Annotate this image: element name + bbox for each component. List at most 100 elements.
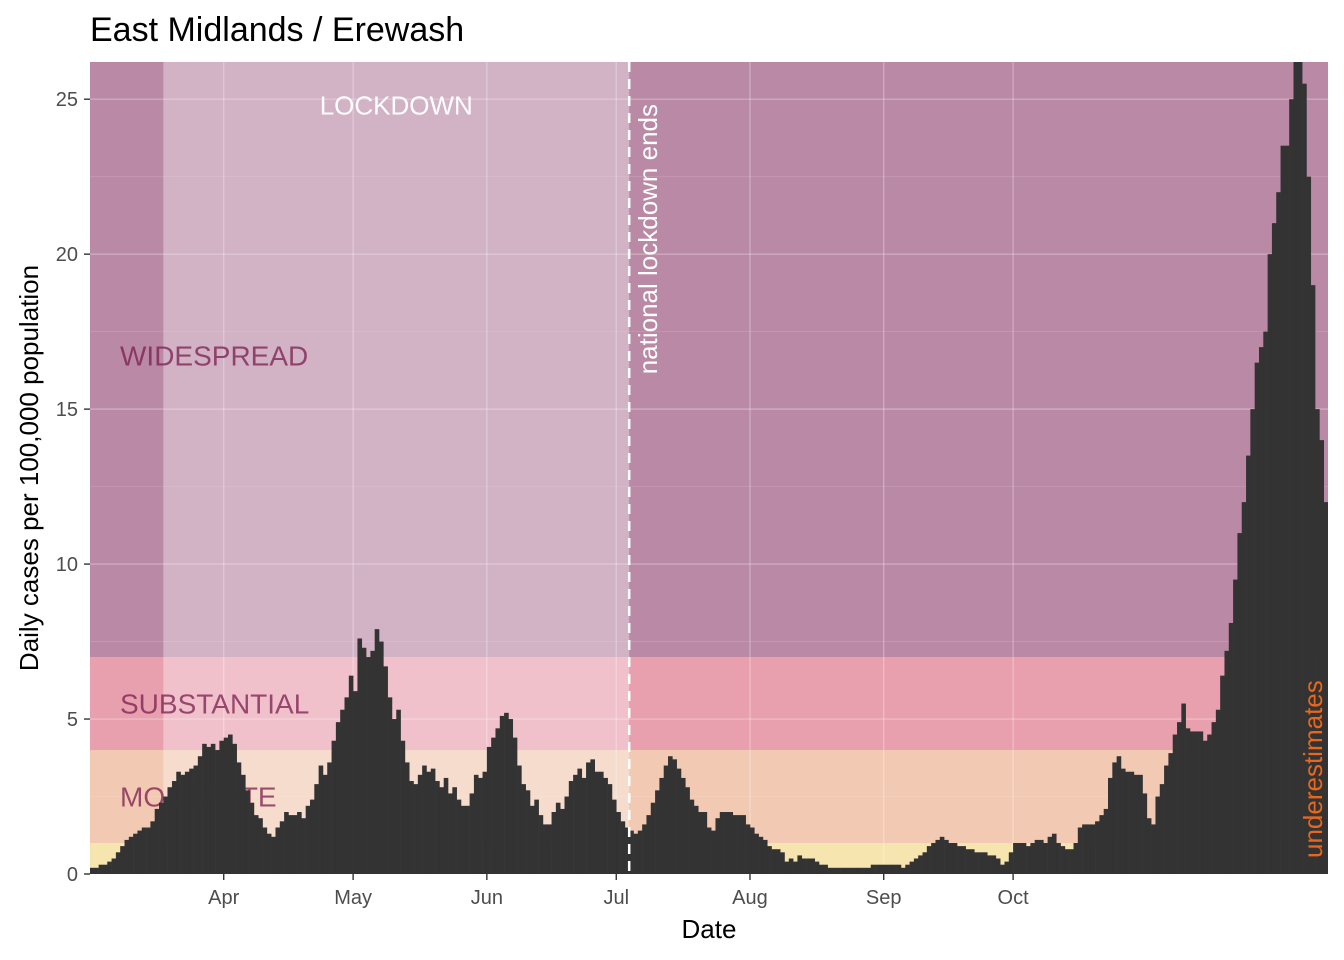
bar xyxy=(1133,774,1139,874)
x-tick-label: Oct xyxy=(998,887,1030,909)
plot-panel: MODERATESUBSTANTIALWIDESPREAD LOCKDOWN n… xyxy=(90,62,1328,874)
bar xyxy=(258,818,263,874)
bar xyxy=(931,843,936,874)
bar xyxy=(1246,455,1251,874)
bar xyxy=(680,777,686,874)
bar xyxy=(948,843,954,874)
bar xyxy=(176,771,181,874)
band-2 xyxy=(90,657,1328,751)
bar xyxy=(547,824,552,874)
bar xyxy=(1013,843,1018,874)
bar xyxy=(512,737,518,874)
bar xyxy=(133,833,138,874)
bar xyxy=(944,839,949,874)
bar xyxy=(469,793,475,874)
bar xyxy=(987,855,992,874)
bar xyxy=(995,858,1001,874)
bar xyxy=(504,712,509,874)
chart-title: East Midlands / Erewash xyxy=(90,11,464,49)
bar xyxy=(348,675,354,874)
bar xyxy=(913,858,919,874)
bar xyxy=(879,864,885,874)
bar xyxy=(918,855,923,874)
bar xyxy=(417,774,423,874)
bar xyxy=(1086,824,1092,874)
y-tick-label: 20 xyxy=(56,244,78,266)
bar xyxy=(1103,808,1109,874)
y-tick-label: 25 xyxy=(56,89,78,111)
bar xyxy=(115,852,121,874)
bar xyxy=(926,846,932,874)
bar xyxy=(180,774,186,874)
bar xyxy=(642,824,647,874)
bar xyxy=(836,867,841,874)
bar xyxy=(1198,731,1204,874)
bar xyxy=(719,812,725,874)
bar xyxy=(1069,849,1074,874)
bar xyxy=(538,815,544,874)
bar xyxy=(98,864,104,874)
bar xyxy=(1215,709,1221,874)
bar xyxy=(1004,861,1010,874)
bar xyxy=(611,799,617,874)
bar xyxy=(806,858,811,874)
bar xyxy=(1271,223,1277,874)
bar xyxy=(542,824,548,874)
bar xyxy=(292,815,298,874)
band-label-3: WIDESPREAD xyxy=(120,341,308,372)
bar xyxy=(279,821,285,874)
bar xyxy=(465,805,470,874)
bar xyxy=(159,802,164,874)
bar xyxy=(1185,728,1191,874)
bar xyxy=(978,852,984,874)
y-axis-title: Daily cases per 100,000 population xyxy=(14,265,44,671)
bar xyxy=(249,802,255,874)
bar xyxy=(818,864,824,874)
bar xyxy=(1194,731,1199,874)
bar xyxy=(344,697,350,874)
x-tick-label: May xyxy=(334,887,372,909)
bar xyxy=(409,781,414,874)
bar xyxy=(1138,774,1143,874)
bar xyxy=(495,728,501,874)
bar xyxy=(961,846,966,874)
bar xyxy=(866,867,872,874)
bar xyxy=(478,777,483,874)
bar xyxy=(672,759,677,874)
bar xyxy=(245,790,250,874)
bar xyxy=(1284,145,1290,874)
bar xyxy=(676,768,682,874)
bar xyxy=(340,709,345,874)
bar xyxy=(875,864,880,874)
bar xyxy=(715,818,721,874)
bar xyxy=(1026,846,1031,874)
y-tick-label: 15 xyxy=(56,399,78,421)
bar xyxy=(124,839,130,874)
bar xyxy=(1008,852,1014,874)
bar xyxy=(94,867,99,874)
bar xyxy=(517,765,522,874)
bar xyxy=(456,799,462,874)
band-label-2: SUBSTANTIAL xyxy=(120,689,309,720)
bar xyxy=(318,765,324,874)
bar xyxy=(1263,331,1268,874)
bar xyxy=(1112,762,1117,874)
bar xyxy=(840,867,846,874)
bar xyxy=(1207,734,1212,874)
bar xyxy=(1064,849,1070,874)
bar xyxy=(1276,192,1281,874)
bar xyxy=(111,858,117,874)
bar xyxy=(1073,843,1079,874)
bar xyxy=(521,784,526,874)
bar xyxy=(499,715,505,874)
bar xyxy=(1297,62,1303,874)
bar xyxy=(327,762,332,874)
bar xyxy=(965,849,971,874)
bar xyxy=(163,796,168,874)
bar xyxy=(383,666,388,874)
bar xyxy=(1030,843,1035,874)
bar xyxy=(758,836,764,874)
bar xyxy=(982,852,988,874)
bar xyxy=(387,697,393,874)
